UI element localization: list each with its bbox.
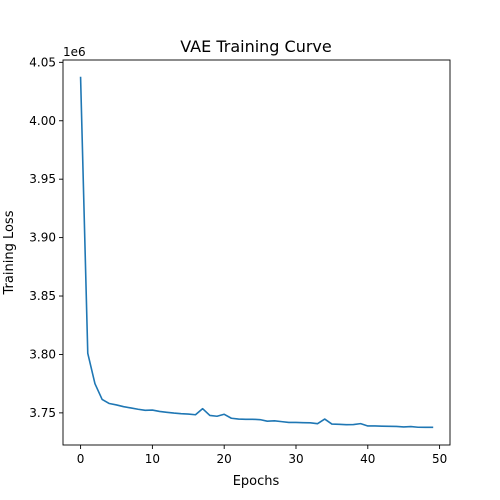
x-tick-label: 20 — [217, 452, 232, 466]
y-tick-label: 3.85 — [29, 289, 56, 303]
y-tick-label: 3.80 — [29, 347, 56, 361]
series-line-0 — [79, 76, 434, 429]
y-tick-label: 3.90 — [29, 231, 56, 245]
plot-area — [79, 76, 434, 429]
y-tick-label: 4.00 — [29, 114, 56, 128]
y-tick-label: 3.75 — [29, 406, 56, 420]
x-tick-label: 10 — [145, 452, 160, 466]
y-offset-label: 1e6 — [63, 45, 86, 59]
axes-frame — [62, 59, 451, 446]
x-axis-label: Epochs — [233, 474, 280, 489]
y-tick-label: 3.95 — [29, 172, 56, 186]
x-tick-label: 30 — [288, 452, 303, 466]
x-tick-label: 50 — [432, 452, 447, 466]
x-tick-label: 0 — [77, 452, 85, 466]
x-tick-label: 40 — [360, 452, 375, 466]
chart-title: VAE Training Curve — [180, 37, 331, 56]
y-axis-label: Training Loss — [2, 210, 17, 295]
y-tick-label: 4.05 — [29, 55, 56, 69]
